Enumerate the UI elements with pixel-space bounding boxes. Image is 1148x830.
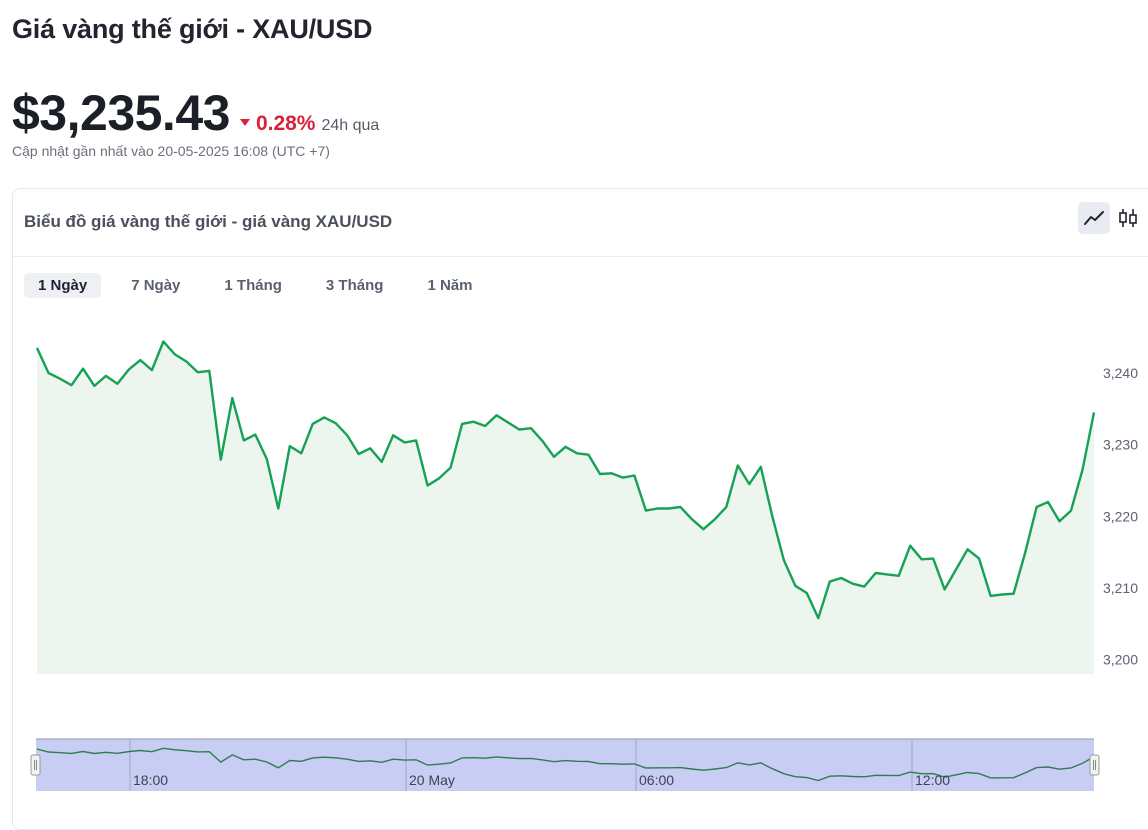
navigator-time-label: 18:00 xyxy=(133,772,168,788)
candlestick-icon xyxy=(1119,209,1137,227)
last-updated: Cập nhật gần nhất vào 20-05-2025 16:08 (… xyxy=(12,143,330,159)
range-tab-1-day[interactable]: 1 Ngày xyxy=(24,273,102,298)
card-divider xyxy=(13,256,1148,257)
range-tab-7-days[interactable]: 7 Ngày xyxy=(131,277,181,294)
price-area xyxy=(37,341,1094,674)
line-chart-button[interactable] xyxy=(1078,202,1110,234)
range-tab-3-months[interactable]: 3 Tháng xyxy=(325,277,384,294)
y-tick-label: 3,200 xyxy=(1103,652,1138,668)
navigator-right-handle[interactable] xyxy=(1089,754,1100,776)
current-price: $3,235.43 xyxy=(12,85,230,141)
navigator-labels: 18:00 20 May 06:00 12:00 xyxy=(133,772,950,788)
change-percent: 0.28% xyxy=(255,112,316,135)
navigator-grid xyxy=(129,739,913,791)
navigator-time-label: 12:00 xyxy=(915,772,950,788)
chart-card-title: Biểu đồ giá vàng thế giới - giá vàng XAU… xyxy=(24,212,393,231)
range-tab-1-month[interactable]: 1 Tháng xyxy=(224,277,282,294)
page-title: Giá vàng thế giới - XAU/USD xyxy=(12,14,373,44)
change-period: 24h qua xyxy=(321,117,380,134)
navigator-selection[interactable] xyxy=(36,739,1094,791)
price-chart[interactable]: 3,200 3,210 3,220 3,230 3,240 xyxy=(0,330,1148,690)
y-axis: 3,200 3,210 3,220 3,230 3,240 xyxy=(1103,365,1138,668)
range-tabs: 1 Ngày 7 Ngày 1 Tháng 3 Tháng 1 Năm xyxy=(24,273,502,298)
y-tick-label: 3,230 xyxy=(1103,437,1138,453)
y-tick-label: 3,240 xyxy=(1103,365,1138,381)
navigator-time-label: 20 May xyxy=(409,772,455,788)
y-tick-label: 3,220 xyxy=(1103,508,1138,524)
navigator-left-handle[interactable] xyxy=(30,754,41,776)
range-navigator[interactable]: 18:00 20 May 06:00 12:00 xyxy=(0,735,1148,809)
line-chart-icon xyxy=(1084,211,1104,225)
navigator-line xyxy=(36,747,1095,782)
y-tick-label: 3,210 xyxy=(1103,580,1138,596)
price-row: $3,235.43 0.28% 24h qua xyxy=(12,84,379,142)
down-arrow-icon xyxy=(239,119,250,126)
chart-type-toggle xyxy=(1078,202,1146,234)
price-line xyxy=(35,340,1096,620)
price-change: 0.28% 24h qua xyxy=(239,112,380,136)
range-tab-1-year[interactable]: 1 Năm xyxy=(427,277,473,294)
candlestick-button[interactable] xyxy=(1112,202,1144,234)
navigator-time-label: 06:00 xyxy=(639,772,674,788)
